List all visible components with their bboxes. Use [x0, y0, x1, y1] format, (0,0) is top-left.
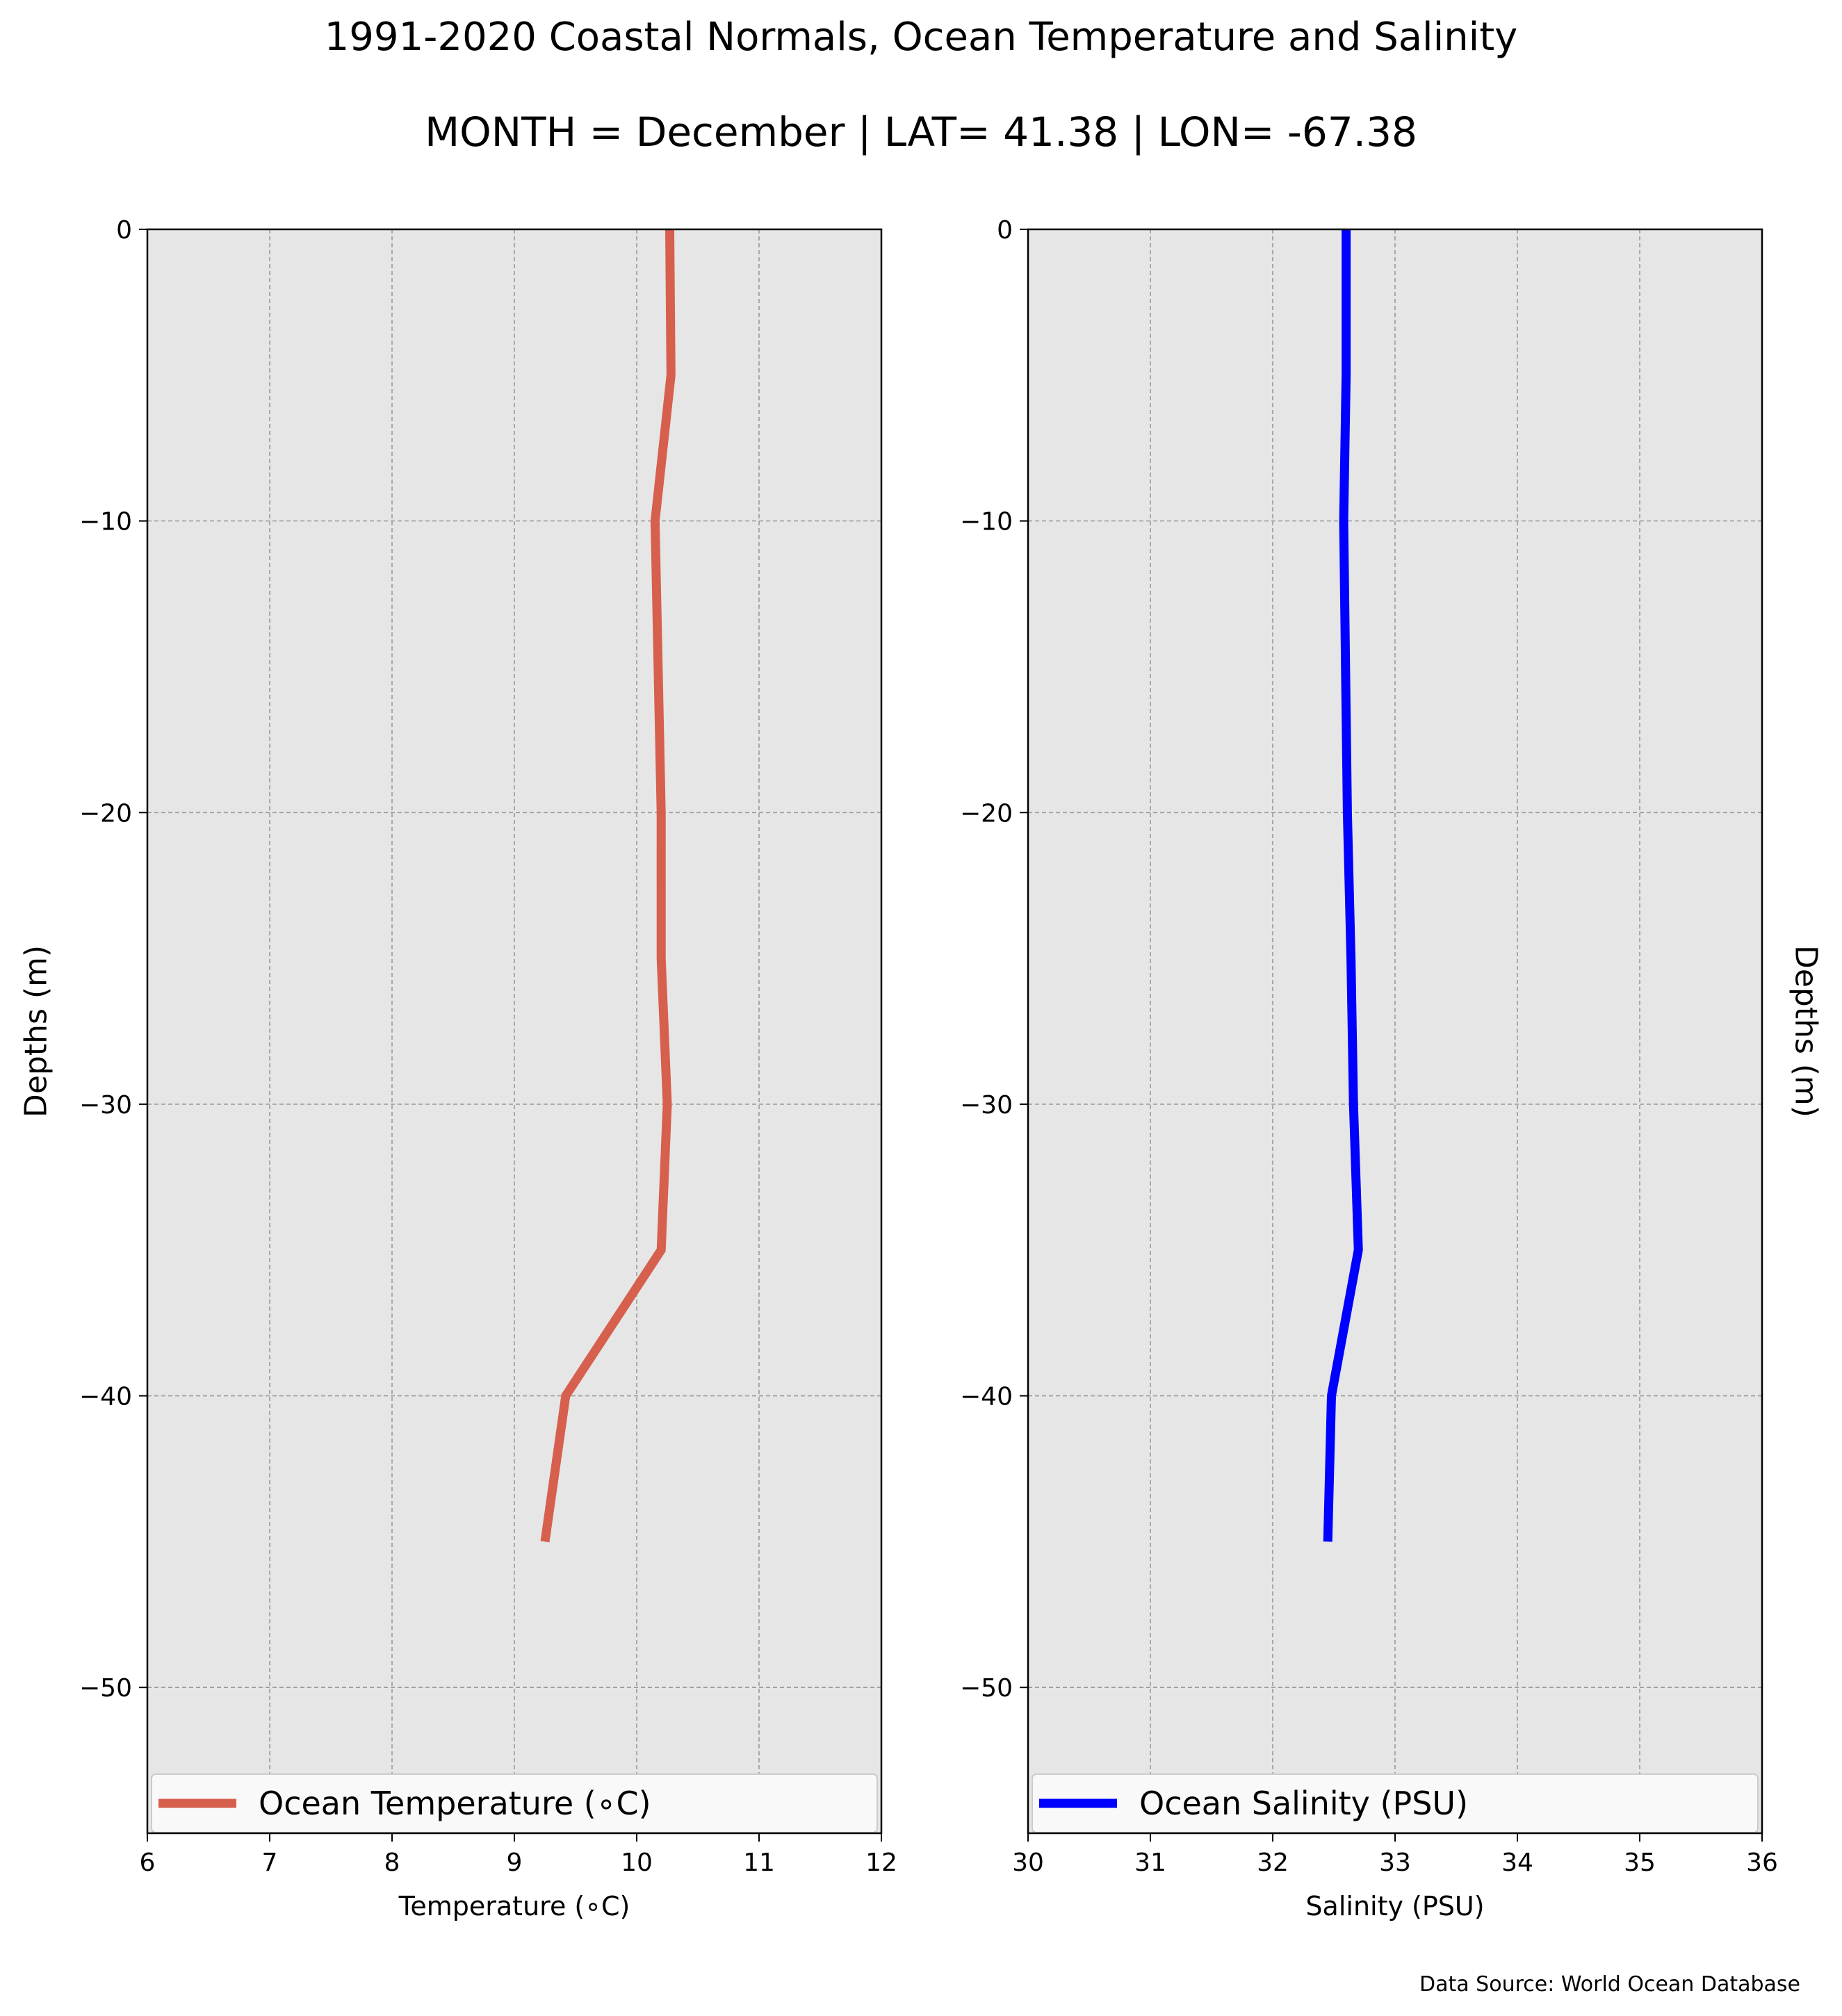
- series-line: [1323, 229, 1363, 1542]
- y-tick-label: −40: [960, 1383, 1013, 1411]
- temperature-panel: Ocean Temperature (∘C) 6 7 8 9 10 11 12 0 −10 −20 −…: [19, 216, 897, 1921]
- x-tick-label: 32: [1257, 1849, 1289, 1877]
- x-tick-label: 9: [507, 1849, 523, 1877]
- legend: Ocean Salinity (PSU): [1032, 1773, 1759, 1833]
- x-tick-label: 30: [1012, 1849, 1044, 1877]
- x-tick-label: 35: [1624, 1849, 1656, 1877]
- x-axis-label: Salinity (PSU): [1305, 1891, 1484, 1921]
- y-axis-label: Depths (m): [1788, 945, 1824, 1117]
- x-tick-label: 31: [1134, 1849, 1166, 1877]
- y-tick-label: −50: [79, 1674, 132, 1703]
- x-tick-label: 33: [1379, 1849, 1411, 1877]
- data-source-footer: Data Source: World Ocean Database: [1419, 1972, 1800, 1997]
- legend-label: Ocean Salinity (PSU): [1139, 1785, 1468, 1822]
- y-tick-label: −20: [79, 799, 132, 828]
- y-tick-label: −50: [960, 1674, 1013, 1703]
- y-tick-label: −10: [79, 508, 132, 536]
- y-tick-label: 0: [116, 216, 132, 245]
- x-tick-label: 36: [1746, 1849, 1778, 1877]
- x-tick-label: 7: [262, 1849, 278, 1877]
- x-tick-label: 11: [743, 1849, 775, 1877]
- y-tick-label: −20: [960, 799, 1013, 828]
- x-tick-label: 6: [140, 1849, 156, 1877]
- x-tick-label: 12: [865, 1849, 897, 1877]
- y-axis-label: Depths (m): [19, 945, 54, 1117]
- legend: Ocean Temperature (∘C): [151, 1773, 878, 1833]
- chart-title: 1991-2020 Coastal Normals, Ocean Tempera…: [325, 15, 1518, 60]
- y-tick-label: −30: [960, 1091, 1013, 1120]
- chart-subtitle: MONTH = December | LAT= 41.38 | LON= -67…: [425, 108, 1417, 156]
- series-line: [540, 229, 676, 1543]
- y-tick-label: −30: [79, 1091, 132, 1120]
- x-tick-label: 10: [621, 1849, 653, 1877]
- x-axis-label: Temperature (∘C): [398, 1891, 630, 1921]
- x-tick-label: 34: [1501, 1849, 1533, 1877]
- y-tick-label: 0: [997, 216, 1013, 245]
- y-tick-label: −10: [960, 508, 1013, 536]
- x-tick-label: 8: [384, 1849, 400, 1877]
- legend-label: Ocean Temperature (∘C): [259, 1785, 651, 1822]
- salinity-panel: Ocean Salinity (PSU) 30 31 32 33 34 35 36 0 −10 −2…: [960, 216, 1823, 1921]
- y-tick-label: −40: [79, 1383, 132, 1411]
